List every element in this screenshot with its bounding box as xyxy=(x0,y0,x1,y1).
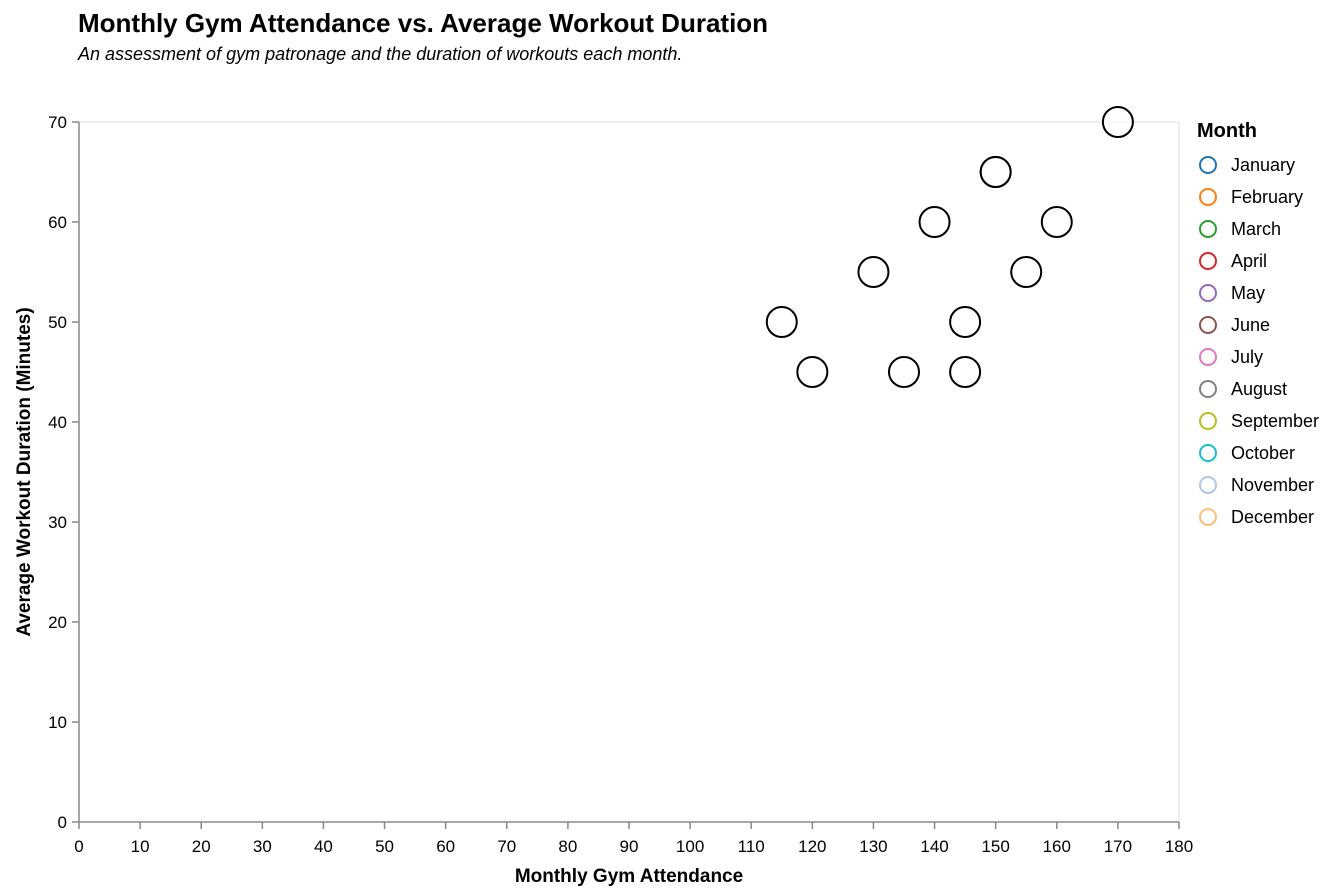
data-point[interactable] xyxy=(1040,206,1073,238)
x-tick-label: 180 xyxy=(1165,837,1193,856)
legend-swatch xyxy=(1199,156,1217,174)
legend-item: December xyxy=(1197,501,1319,533)
legend-label: March xyxy=(1231,218,1282,239)
y-tick-label: 40 xyxy=(48,413,67,432)
y-tick-label: 70 xyxy=(48,113,67,132)
y-tick-label: 20 xyxy=(48,613,67,632)
legend-title: Month xyxy=(1197,120,1257,142)
x-tick-label: 130 xyxy=(859,837,887,856)
y-tick-label: 10 xyxy=(48,713,67,732)
legend-item: September xyxy=(1197,405,1319,437)
legend: Month January February March April May June Ju… xyxy=(1197,120,1319,533)
legend-swatch xyxy=(1199,316,1217,334)
legend-item: February xyxy=(1197,181,1319,213)
x-tick-label: 90 xyxy=(620,837,639,856)
data-point[interactable] xyxy=(888,356,920,388)
data-point[interactable] xyxy=(796,356,829,388)
legend-swatch xyxy=(1199,188,1217,206)
data-point[interactable] xyxy=(1101,106,1134,138)
x-tick-label: 160 xyxy=(1043,837,1071,856)
x-tick-label: 10 xyxy=(131,837,150,856)
legend-item: October xyxy=(1197,437,1319,469)
x-tick-label: 40 xyxy=(314,837,333,856)
legend-swatch xyxy=(1199,220,1217,238)
y-tick-label: 60 xyxy=(48,213,67,232)
x-tick-label: 150 xyxy=(981,837,1009,856)
data-point[interactable] xyxy=(765,306,798,338)
y-axis-title: Average Workout Duration (Minutes) xyxy=(14,307,35,636)
legend-label: May xyxy=(1231,282,1266,303)
legend-swatch xyxy=(1199,476,1217,494)
legend-label: July xyxy=(1231,346,1264,367)
y-tick-label: 0 xyxy=(58,813,67,832)
x-tick-label: 70 xyxy=(497,837,516,856)
y-tick-label: 30 xyxy=(48,513,67,532)
data-point[interactable] xyxy=(1010,256,1043,288)
data-point[interactable] xyxy=(949,356,982,388)
x-axis-title: Monthly Gym Attendance xyxy=(515,866,743,887)
legend-item: April xyxy=(1197,245,1319,277)
legend-swatch xyxy=(1199,508,1217,526)
chart-subtitle: An assessment of gym patronage and the d… xyxy=(78,44,683,64)
legend-label: October xyxy=(1231,442,1296,463)
x-tick-label: 60 xyxy=(436,837,455,856)
legend-item: July xyxy=(1197,341,1319,373)
data-point[interactable] xyxy=(857,256,890,288)
data-point[interactable] xyxy=(979,156,1012,188)
legend-label: February xyxy=(1231,186,1304,207)
legend-label: December xyxy=(1231,506,1315,527)
legend-label: April xyxy=(1231,250,1268,271)
x-tick-label: 120 xyxy=(798,837,826,856)
legend-label: September xyxy=(1231,410,1320,431)
x-tick-label: 100 xyxy=(676,837,704,856)
chart-title: Monthly Gym Attendance vs. Average Worko… xyxy=(78,8,769,38)
x-tick-label: 110 xyxy=(738,837,765,856)
data-points xyxy=(765,106,1134,388)
axes: 0 10 20 30 40 50 60 70 80 90 100 110 120 130 140 150 160… xyxy=(48,113,1193,856)
x-tick-label: 0 xyxy=(74,837,83,856)
x-tick-label: 140 xyxy=(920,837,948,856)
legend-swatch xyxy=(1199,444,1217,462)
x-tick-label: 20 xyxy=(192,837,211,856)
legend-swatch xyxy=(1199,380,1217,398)
legend-item: November xyxy=(1197,469,1319,501)
legend-item: March xyxy=(1197,213,1319,245)
plot-frame xyxy=(78,121,1180,823)
legend-item: January xyxy=(1197,149,1319,181)
legend-swatch xyxy=(1199,348,1217,366)
data-point[interactable] xyxy=(949,306,982,338)
legend-label: January xyxy=(1231,154,1296,175)
legend-item: June xyxy=(1197,309,1319,341)
x-tick-label: 80 xyxy=(558,837,577,856)
legend-label: June xyxy=(1231,314,1271,335)
legend-item: August xyxy=(1197,373,1319,405)
legend-items: January February March April May June July Augu… xyxy=(1197,149,1319,533)
x-tick-label: 170 xyxy=(1104,837,1132,856)
y-tick-label: 50 xyxy=(48,313,67,332)
legend-label: August xyxy=(1231,378,1288,399)
legend-swatch xyxy=(1199,284,1217,302)
legend-swatch xyxy=(1199,252,1217,270)
legend-item: May xyxy=(1197,277,1319,309)
legend-swatch xyxy=(1199,412,1217,430)
legend-label: November xyxy=(1231,474,1315,495)
data-point[interactable] xyxy=(918,206,951,238)
x-tick-label: 30 xyxy=(253,837,272,856)
x-tick-label: 50 xyxy=(375,837,394,856)
